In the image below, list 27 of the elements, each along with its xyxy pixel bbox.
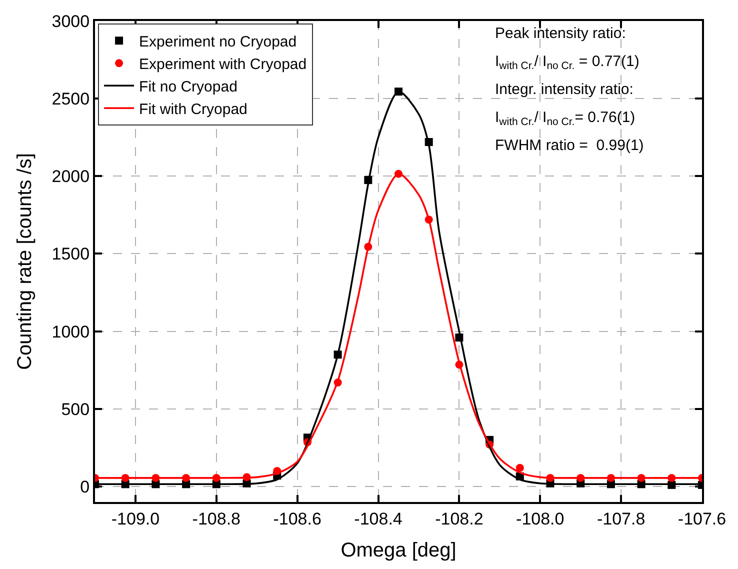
y-tick-label: 1000 <box>52 322 90 342</box>
annotation: I$_{with Cr.}$/ I$_{no Cr.}$= 0.76(1) <box>495 109 636 128</box>
x-axis-title: Omega [deg] <box>340 539 456 562</box>
y-tick-label: 0 <box>80 477 90 496</box>
y-axis-title: Counting rate [counts /s] <box>14 153 36 370</box>
legend-label: Experiment no Cryopad <box>139 34 297 51</box>
x-tick-label: -108.8 <box>192 509 240 528</box>
y-tick-label: 1500 <box>52 244 90 264</box>
annotation: FWHM ratio = 0.99(1) <box>495 137 644 154</box>
x-tick-label: -109.0 <box>111 509 160 528</box>
point <box>516 464 524 472</box>
x-tick-label: -108.4 <box>354 509 402 528</box>
legend-label: Fit no Cryopad <box>139 78 238 96</box>
x-tick-label: -107.8 <box>596 509 646 528</box>
annotation: I$_{with Cr.}$/ I$_{no Cr.}$ = 0.77(1) <box>495 53 640 72</box>
y-tick-label: 2500 <box>52 90 90 109</box>
x-tick-label: -108.2 <box>435 509 484 528</box>
x-tick-label: -107.6 <box>678 509 726 528</box>
annotation: Integr. intensity ratio: <box>495 81 634 98</box>
legend-label: Fit with Cryopad <box>139 101 248 118</box>
y-tick-label: 3000 <box>52 12 90 31</box>
x-tick-label: -108.6 <box>273 509 322 528</box>
y-tick-label: 500 <box>61 400 90 419</box>
annotation: Peak intensity ratio: <box>495 25 626 42</box>
legend-label: Experiment with Cryopad <box>139 56 307 74</box>
x-tick-label: -108.0 <box>516 509 564 528</box>
y-tick-label: 2000 <box>52 167 90 186</box>
